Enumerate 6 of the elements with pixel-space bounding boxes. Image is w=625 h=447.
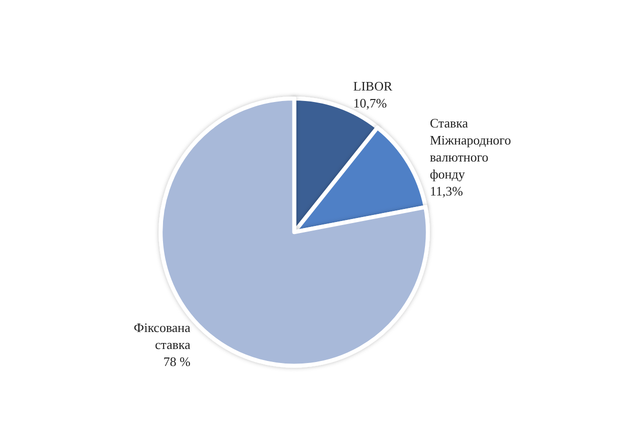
slice-label: Фіксована ставка [134,320,191,352]
slice-label: LIBOR [353,78,393,94]
data-label: 78 % [163,354,191,369]
data-label: 11,3% [430,183,464,198]
slice-label: Ставка Міжнародного валютного фонду [430,115,511,182]
data-label: 10,7% [353,96,388,111]
